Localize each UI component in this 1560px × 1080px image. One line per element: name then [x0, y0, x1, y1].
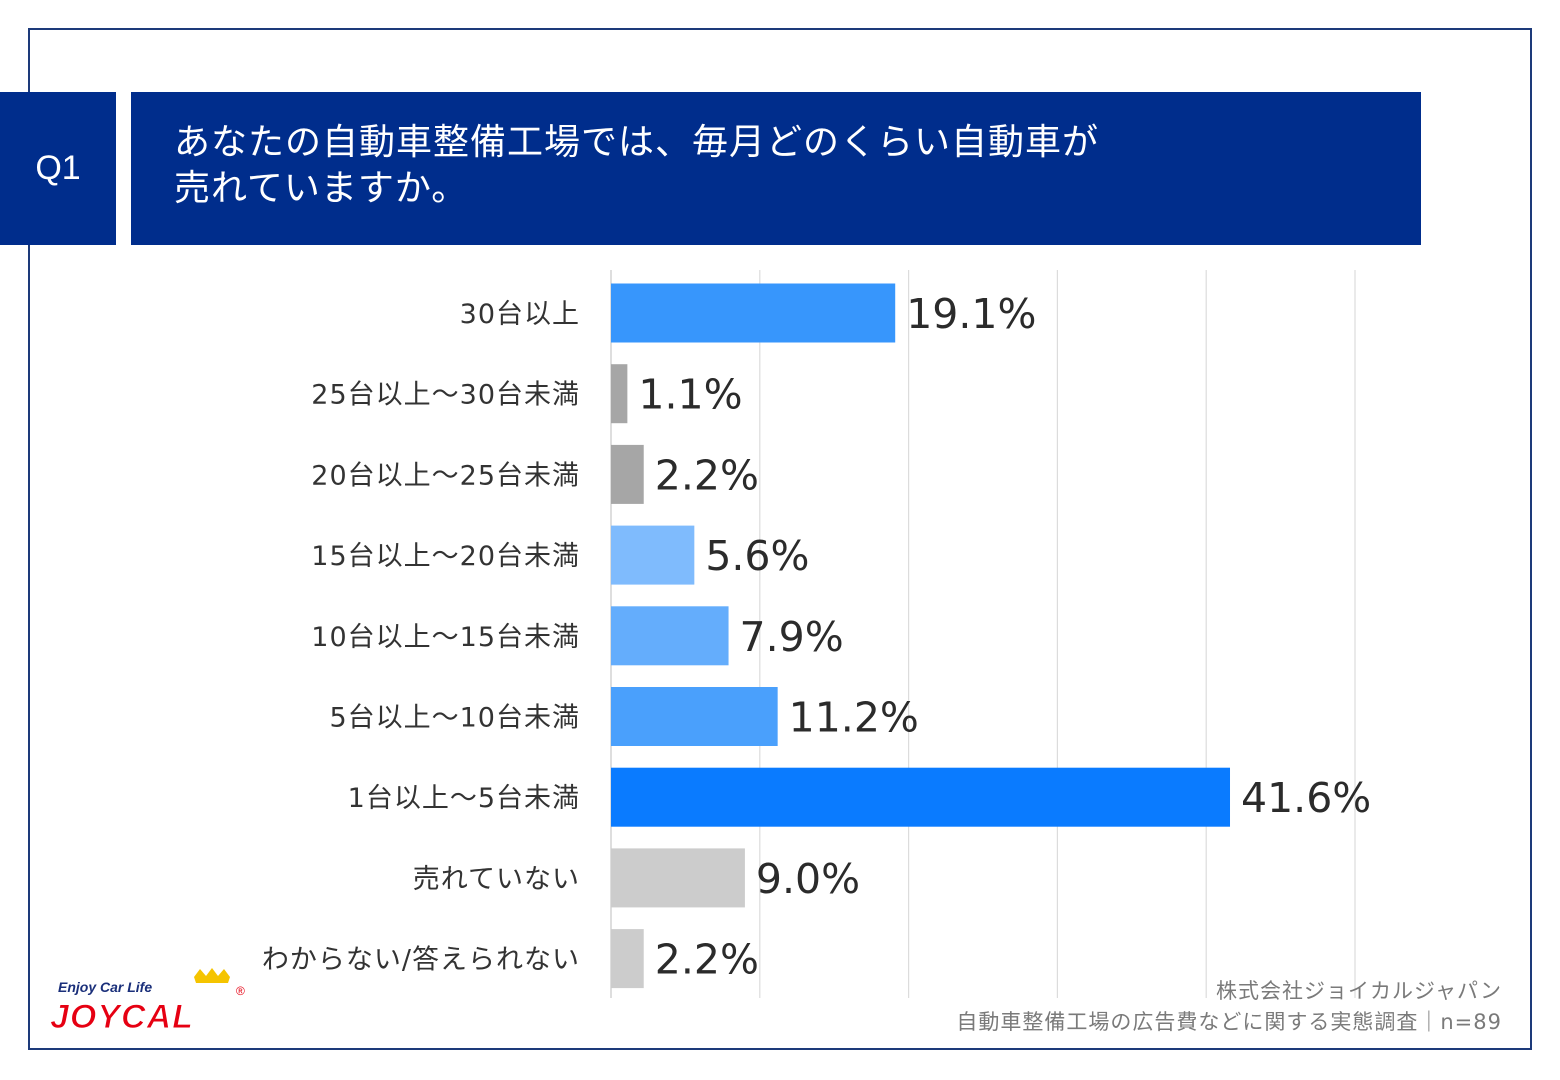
data-label: 7.9% — [740, 613, 844, 661]
bar — [611, 283, 896, 343]
bar — [611, 929, 644, 989]
data-label: 41.6% — [1241, 774, 1371, 822]
bar — [611, 606, 729, 666]
category-label: 10台以上～15台未満 — [311, 622, 580, 653]
category-label: 5台以上～10台未満 — [329, 703, 580, 734]
logo-wordmark: JOYCAL — [50, 998, 194, 1036]
bar — [611, 848, 745, 908]
source-survey: 自動車整備工場の広告費などに関する実態調査｜n=89 — [956, 1010, 1502, 1034]
question-line-1: あなたの自動車整備工場では、毎月どのくらい自動車が — [174, 122, 1100, 163]
category-label: 売れていない — [413, 864, 580, 895]
data-label: 5.6% — [705, 532, 809, 580]
logo-tagline: Enjoy Car Life — [58, 979, 152, 995]
category-label: 25台以上～30台未満 — [311, 380, 580, 411]
bar — [611, 687, 778, 746]
question-text: あなたの自動車整備工場では、毎月どのくらい自動車が 売れていますか。 — [131, 92, 1421, 245]
category-label: わからない/答えられない — [262, 945, 580, 976]
question-line-2: 売れていますか。 — [174, 168, 469, 209]
bar — [611, 525, 695, 585]
joycal-logo: Enjoy Car Life JOYCAL ® — [50, 968, 245, 1037]
data-label: 1.1% — [638, 371, 742, 419]
category-label: 30台以上 — [460, 299, 580, 330]
bar — [611, 767, 1231, 827]
source-company: 株式会社ジョイカルジャパン — [1216, 979, 1502, 1003]
data-label: 9.0% — [756, 855, 860, 903]
data-label: 2.2% — [655, 936, 759, 984]
category-label: 15台以上～20台未満 — [311, 541, 580, 572]
bar — [611, 444, 644, 504]
category-label: 20台以上～25台未満 — [311, 460, 580, 491]
question-badge: Q1 — [0, 92, 116, 245]
crown-icon — [194, 968, 230, 983]
source-note: 株式会社ジョイカルジャパン 自動車整備工場の広告費などに関する実態調査｜n=89 — [956, 976, 1502, 1038]
registered-mark: ® — [236, 984, 245, 998]
bar — [611, 364, 628, 424]
category-label: 1台以上～5台未満 — [348, 783, 580, 814]
data-label: 2.2% — [655, 451, 759, 499]
data-label: 11.2% — [789, 694, 919, 742]
data-label: 19.1% — [906, 290, 1036, 338]
slide-frame — [28, 28, 1532, 1050]
